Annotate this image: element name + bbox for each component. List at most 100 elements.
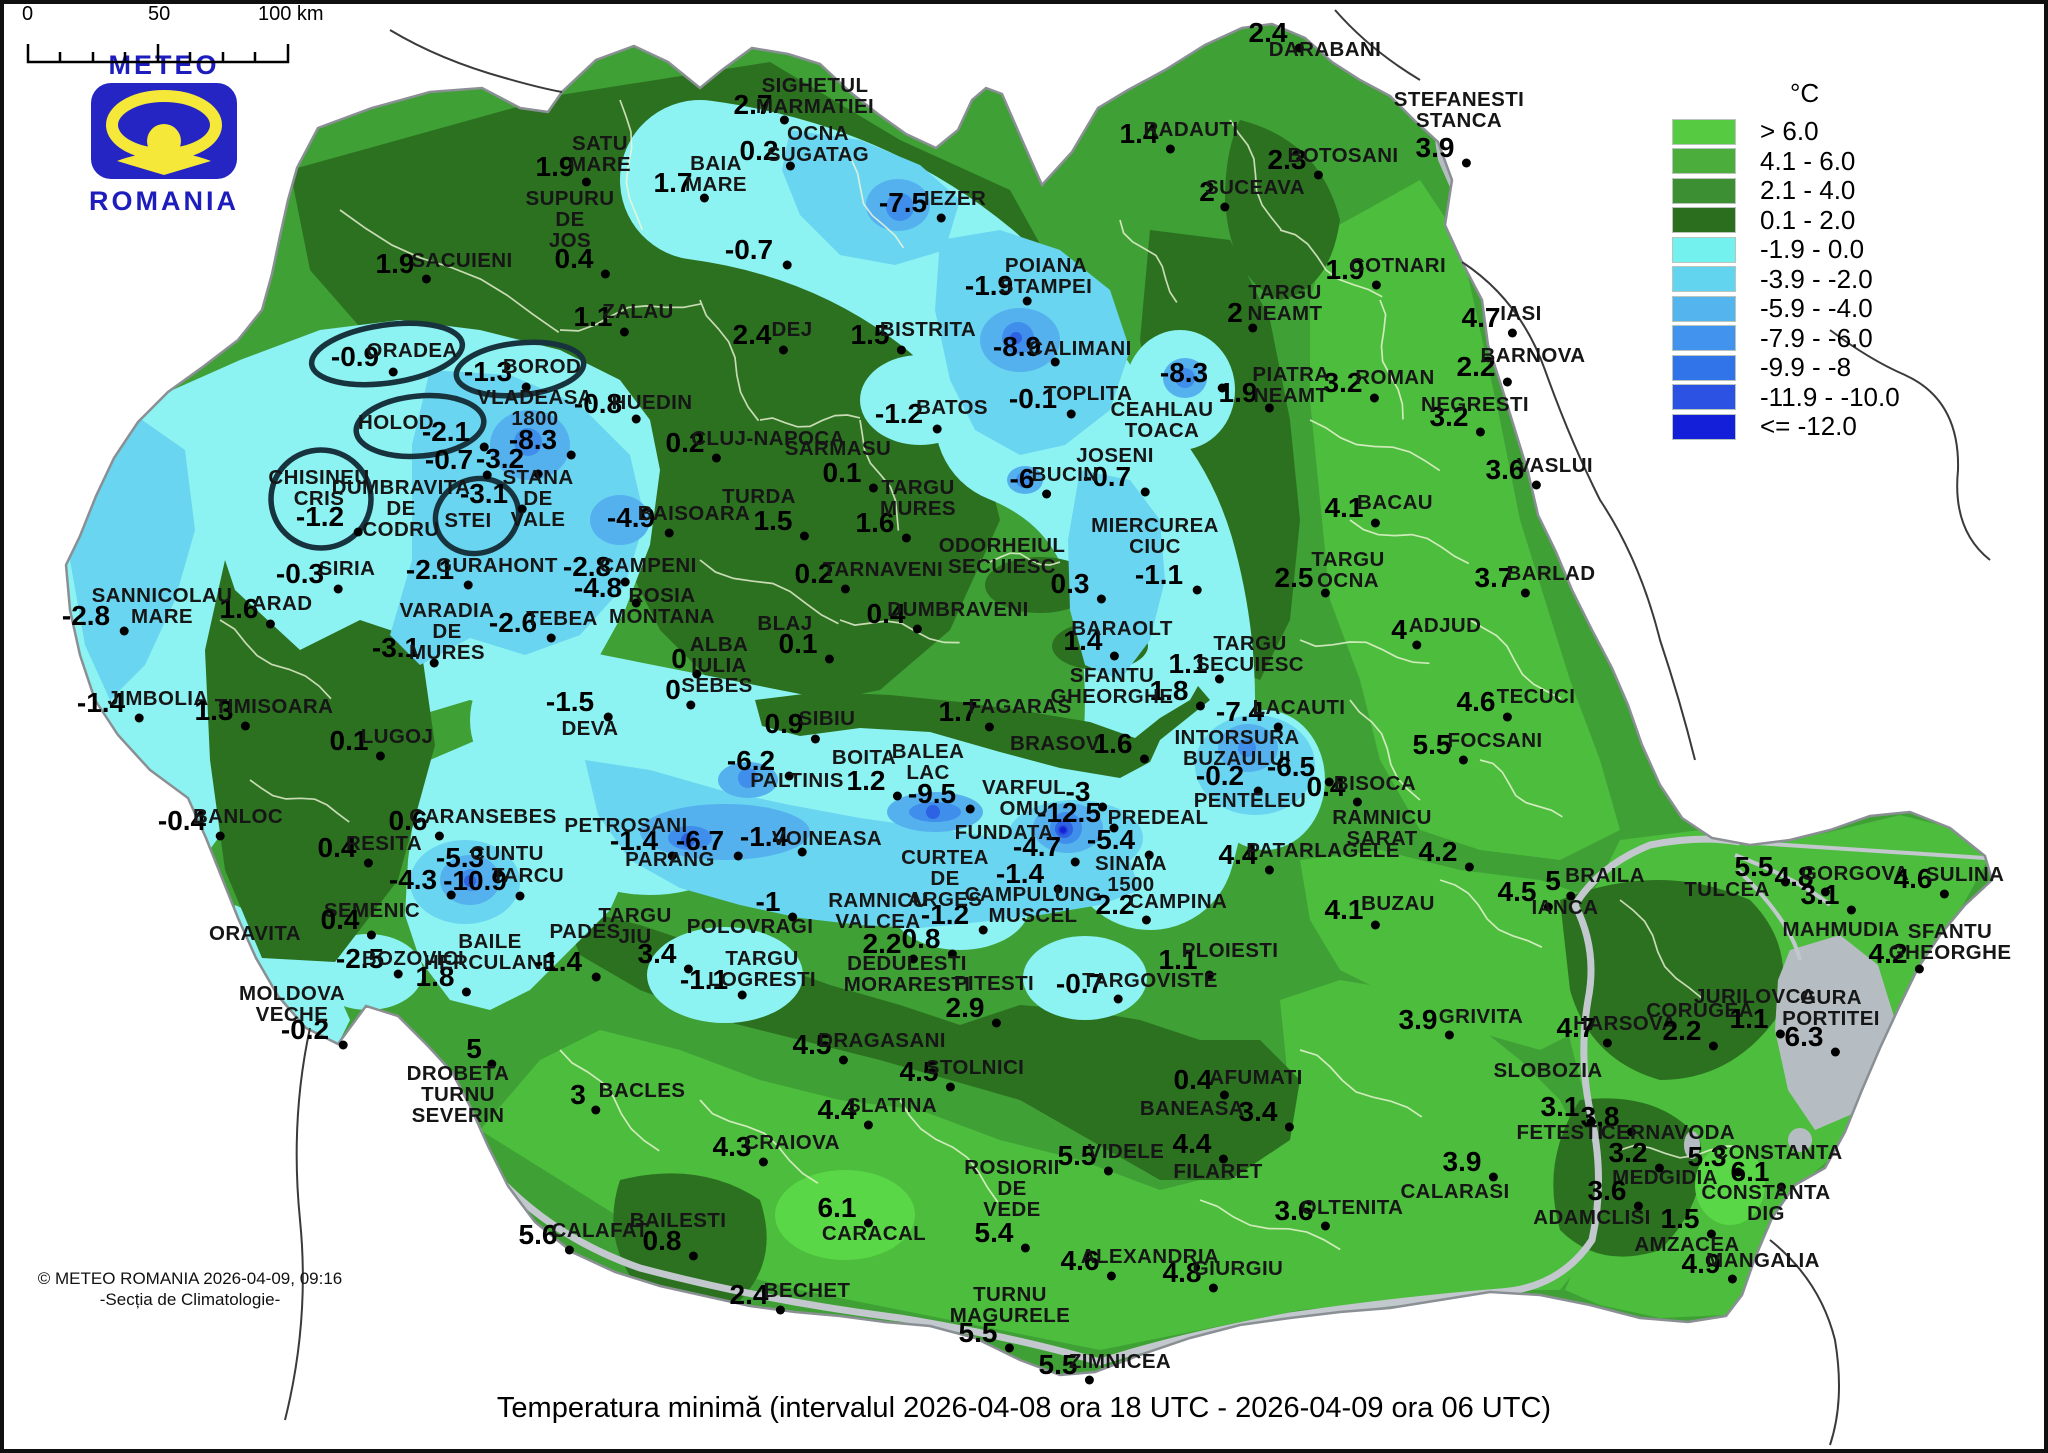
- station-dot: [591, 1105, 601, 1115]
- station-label: GHEORGHE: [1051, 685, 1174, 708]
- station-dot: [1139, 754, 1149, 764]
- county-line: [759, 414, 861, 428]
- station-label: OCNA: [1317, 569, 1379, 592]
- station-value: 4.5: [1498, 876, 1537, 907]
- station-value: 0.1: [823, 457, 862, 488]
- station-value: 4.4: [1219, 839, 1258, 870]
- station-label: BOZOVICI: [362, 947, 464, 970]
- station-dot: [667, 851, 677, 861]
- station-dot: [482, 470, 492, 480]
- station-value: 1.8: [1150, 675, 1189, 706]
- station-label: ZALAU: [602, 300, 673, 323]
- county-line: [1439, 879, 1543, 948]
- station-dot: [631, 414, 641, 424]
- station-value: -3: [1066, 776, 1091, 807]
- station-dot: [782, 260, 792, 270]
- station-dot: [353, 527, 363, 537]
- station-dot: [1586, 1117, 1596, 1127]
- station-label: BISOCA: [1334, 772, 1416, 795]
- station-value: 5.5: [959, 1317, 998, 1348]
- station-dot: [388, 367, 398, 377]
- station-value: -1.2: [296, 501, 344, 532]
- station-dot: [533, 469, 543, 479]
- county-line: [859, 419, 900, 531]
- station-semenic: -4.3 SEMENIC: [324, 864, 456, 922]
- station-label: CIUC: [1129, 535, 1181, 558]
- station-label: ARGES: [908, 888, 983, 911]
- station-dot: [1253, 786, 1263, 796]
- station-dot: [479, 442, 489, 452]
- station-label: SARMASU: [785, 437, 891, 460]
- station-label: MUSCEL: [989, 904, 1078, 927]
- scale-0: 0: [22, 3, 33, 25]
- station-value: 1.5: [1661, 1203, 1700, 1234]
- station-dot: [840, 584, 850, 594]
- station-value: -0.4: [158, 805, 207, 836]
- station-dot: [1846, 905, 1856, 915]
- station-label: BANEASA: [1140, 1097, 1244, 1120]
- station-value: -7.4: [1216, 696, 1265, 727]
- station-label: MIERCUREA: [1091, 514, 1219, 537]
- station-label: CAMPULUNG: [965, 883, 1102, 906]
- station-value: 6.3: [1785, 1021, 1824, 1052]
- station-value: 3.2: [1430, 401, 1469, 432]
- station-dot: [863, 1218, 873, 1228]
- station-value: 3.6: [1486, 454, 1525, 485]
- station-mahmudia: 3.1 MAHMUDIA: [1782, 879, 1899, 941]
- station-label: STEI: [444, 509, 491, 532]
- station-label: IEZER: [924, 187, 986, 210]
- station-label: PENTELEU: [1194, 789, 1307, 812]
- legend-row: -1.9 - 0.0: [1672, 234, 2002, 265]
- station-value: 1.9: [1219, 377, 1258, 408]
- annotation-ellipse: [353, 392, 487, 460]
- station-dot: [1324, 777, 1334, 787]
- station-dot: [515, 891, 525, 901]
- station-label: DEJ: [771, 318, 812, 341]
- station-value: 1.5: [851, 319, 890, 350]
- map-title: Temperatura minimă (intervalul 2026-04-0…: [496, 1392, 1552, 1424]
- station-bacles: 3 BACLES: [570, 1079, 685, 1115]
- station-label: SANNICOLAU: [92, 584, 233, 607]
- station-dot: [932, 424, 942, 434]
- legend-swatch: [1672, 413, 1736, 440]
- legend-label: -9.9 - -8: [1760, 352, 1852, 383]
- station-value: -1.2: [875, 398, 923, 429]
- station-pades: -1.4 PADES: [534, 920, 620, 982]
- station-value: -0.2: [1196, 760, 1244, 791]
- legend-row: 2.1 - 4.0: [1672, 175, 2002, 206]
- station-label: BRAILA: [1565, 864, 1645, 887]
- station-dot: [1140, 487, 1150, 497]
- station-dot: [363, 858, 373, 868]
- station-label: ORADEA: [366, 339, 457, 362]
- legend-swatch: [1672, 148, 1736, 175]
- legend-swatch: [1672, 266, 1736, 293]
- station-label: VARFUL: [982, 776, 1066, 799]
- station-dot: [1264, 403, 1274, 413]
- station-unnamed: -0.7: [725, 234, 792, 270]
- station-label: CEAHLAU: [1110, 398, 1213, 421]
- station-dot: [517, 504, 527, 514]
- county-line: [1119, 219, 1178, 303]
- legend-label: -1.9 - 0.0: [1760, 234, 1865, 265]
- station-value: 3.4: [1239, 1096, 1278, 1127]
- station-label: VECHE: [256, 1003, 329, 1026]
- station-value: 0.2: [795, 558, 834, 589]
